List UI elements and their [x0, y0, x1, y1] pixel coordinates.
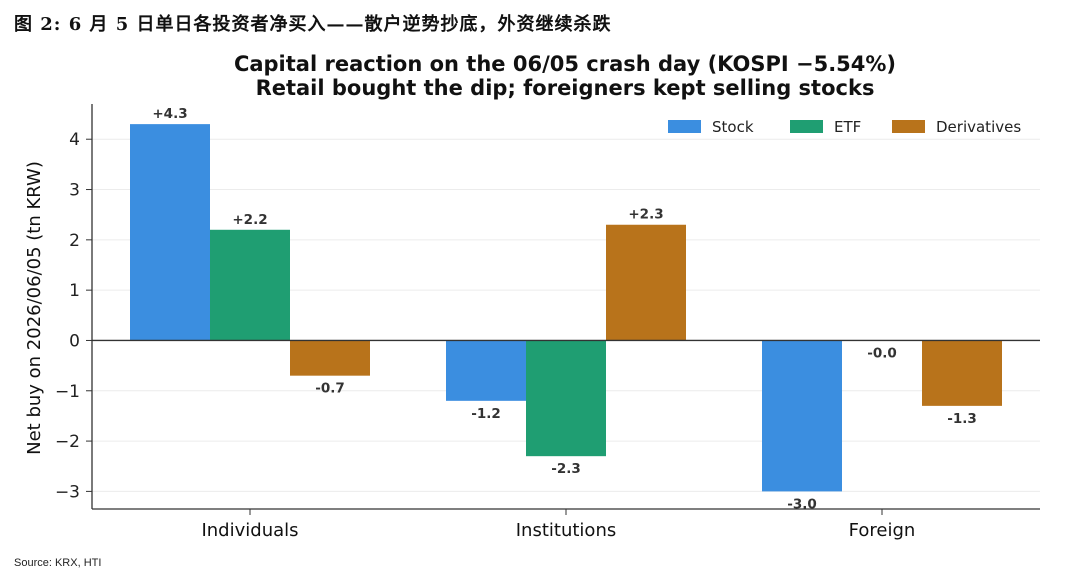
- x-tick-label: Individuals: [201, 520, 298, 541]
- bar: [922, 340, 1002, 406]
- gridlines: [92, 138, 1040, 492]
- figure-caption: 图 2: 6 月 5 日单日各投资者净买入——散户逆势抄底，外资继续杀跌: [14, 14, 612, 35]
- y-tick-label: −3: [55, 482, 80, 502]
- chart-subtitle: Retail bought the dip; foreigners kept s…: [256, 76, 875, 100]
- data-label: +2.3: [628, 207, 663, 223]
- legend-label: Stock: [712, 118, 754, 136]
- data-label: -0.7: [315, 381, 345, 397]
- bars: +4.3 +2.2 -0.7 -1.2 -2.3 +2.3 -3.0 -0.0 -1.3: [130, 106, 1002, 512]
- data-label: -2.3: [551, 461, 581, 477]
- data-label: -1.3: [947, 411, 977, 427]
- data-label: -1.2: [471, 406, 501, 422]
- y-tick-label: 4: [69, 130, 80, 150]
- x-tick-label: Foreign: [849, 520, 916, 541]
- data-label: -0.0: [867, 345, 897, 361]
- source-note: Source: KRX, HTI: [14, 557, 102, 569]
- data-label: -3.0: [787, 496, 817, 512]
- bar: [130, 124, 210, 341]
- legend-label: ETF: [834, 118, 861, 136]
- x-tick-label: Institutions: [516, 520, 616, 541]
- axes: −3 −2 −1 0 1 2 3 4 Individuals Institutions Foreig…: [55, 104, 1040, 541]
- bar: [762, 340, 842, 492]
- bar: [290, 340, 370, 376]
- data-label: +4.3: [152, 106, 187, 122]
- legend-swatch: [790, 120, 823, 133]
- y-axis-label: Net buy on 2026/06/05 (tn KRW): [24, 161, 45, 455]
- legend: Stock ETF Derivatives: [668, 118, 1021, 136]
- y-tick-label: 0: [69, 331, 80, 351]
- bar: [526, 340, 606, 457]
- bar: [210, 229, 290, 341]
- y-tick-label: −2: [55, 432, 80, 452]
- legend-swatch: [668, 120, 701, 133]
- legend-label: Derivatives: [936, 118, 1021, 136]
- legend-swatch: [892, 120, 925, 133]
- y-tick-label: 2: [69, 231, 80, 251]
- chart-title: Capital reaction on the 06/05 crash day …: [234, 52, 896, 76]
- y-tick-label: −1: [55, 382, 80, 402]
- y-tick-label: 3: [69, 181, 80, 201]
- data-label: +2.2: [232, 212, 267, 228]
- bar: [446, 340, 526, 401]
- bar: [606, 224, 686, 341]
- y-tick-label: 1: [69, 281, 80, 301]
